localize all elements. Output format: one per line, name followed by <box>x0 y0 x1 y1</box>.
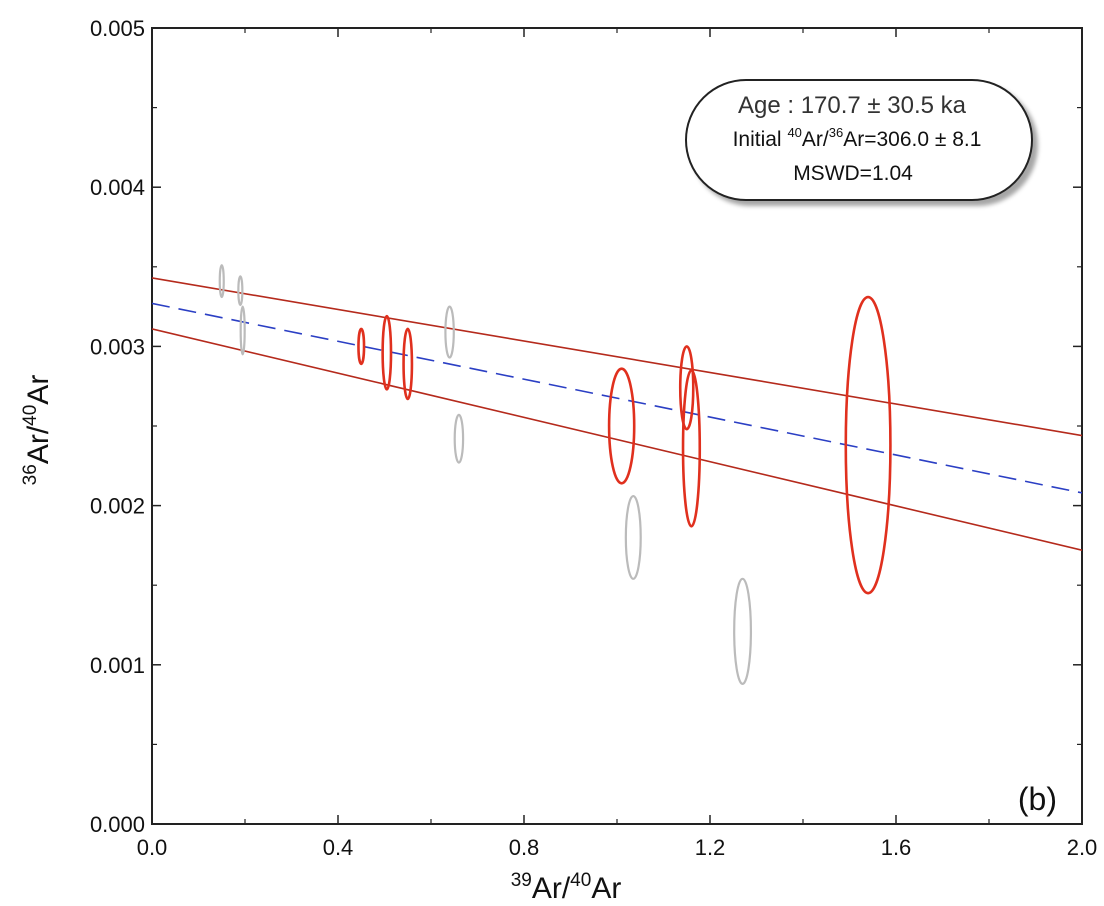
y-axis-title: 36Ar/40Ar <box>20 375 55 486</box>
excluded-error-ellipse <box>624 494 642 580</box>
panel-label: (b) <box>1018 781 1057 817</box>
result-box: Age : 170.7 ± 30.5 ka Initial 40Ar/36Ar=… <box>685 79 1033 201</box>
regression-line-group <box>152 302 1082 494</box>
x-tick-label: 0.4 <box>323 835 354 860</box>
y-title-ar: Ar/ <box>22 425 55 464</box>
included-error-ellipse <box>381 314 393 391</box>
initial-sup-36: 36 <box>829 125 843 140</box>
included-error-ellipse <box>678 345 695 431</box>
regression-line <box>152 302 1082 494</box>
y-axis-ticks <box>152 27 1082 825</box>
x-tick-label: 0.8 <box>509 835 540 860</box>
included-points <box>357 295 892 595</box>
y-axis-tick-labels: 0.000 0.001 0.002 0.003 0.004 0.005 <box>90 16 145 837</box>
initial-mid: Ar/ <box>802 128 829 151</box>
excluded-error-ellipse <box>453 413 465 464</box>
initial-prefix: Initial <box>733 128 788 151</box>
y-tick-label: 0.001 <box>90 653 145 678</box>
y-tick-label: 0.005 <box>90 16 145 41</box>
mswd-text: MSWD=1.04 <box>793 162 913 185</box>
y-title-sup-36: 36 <box>20 464 41 485</box>
initial-sup-40: 40 <box>787 125 801 140</box>
y-tick-label: 0.002 <box>90 494 145 519</box>
included-error-ellipse <box>844 295 892 595</box>
x-title-sup-40: 40 <box>570 870 591 891</box>
y-tick-label: 0.003 <box>90 334 145 359</box>
x-tick-label: 0.0 <box>137 835 168 860</box>
excluded-error-ellipse <box>237 275 244 307</box>
included-error-ellipse <box>357 327 366 366</box>
x-axis-ticks <box>151 28 1083 824</box>
initial-ratio-text: Initial 40Ar/36Ar=306.0 ± 8.1 <box>733 125 982 151</box>
x-tick-label: 2.0 <box>1067 835 1098 860</box>
excluded-error-ellipse <box>444 305 455 359</box>
x-axis-tick-labels: 0.0 0.4 0.8 1.2 1.6 2.0 <box>137 835 1098 860</box>
y-tick-label: 0.004 <box>90 175 145 200</box>
y-tick-label: 0.000 <box>90 812 145 837</box>
excluded-error-ellipse <box>733 577 753 686</box>
error-envelope <box>152 277 1082 551</box>
x-tick-label: 1.2 <box>695 835 726 860</box>
included-error-ellipse <box>681 368 702 528</box>
result-box-frame <box>685 79 1033 201</box>
included-error-ellipse <box>402 327 414 401</box>
excluded-error-ellipse <box>218 264 225 299</box>
x-title-sup-39: 39 <box>511 870 532 891</box>
x-title-ar2: Ar <box>591 872 621 905</box>
age-text: Age : 170.7 ± 30.5 ka <box>738 92 967 119</box>
included-error-ellipse <box>607 367 636 485</box>
excluded-error-ellipse <box>239 305 246 356</box>
envelope-upper-line <box>152 277 1082 437</box>
envelope-lower-line <box>152 328 1082 551</box>
x-tick-label: 1.6 <box>881 835 912 860</box>
y-title-ar2: Ar <box>22 375 55 405</box>
x-axis-title: 39Ar/40Ar <box>511 870 622 905</box>
initial-suffix: Ar=306.0 ± 8.1 <box>843 128 981 151</box>
y-title-sup-40: 40 <box>20 405 41 426</box>
x-title-ar: Ar/ <box>532 872 571 905</box>
excluded-points <box>218 264 753 686</box>
